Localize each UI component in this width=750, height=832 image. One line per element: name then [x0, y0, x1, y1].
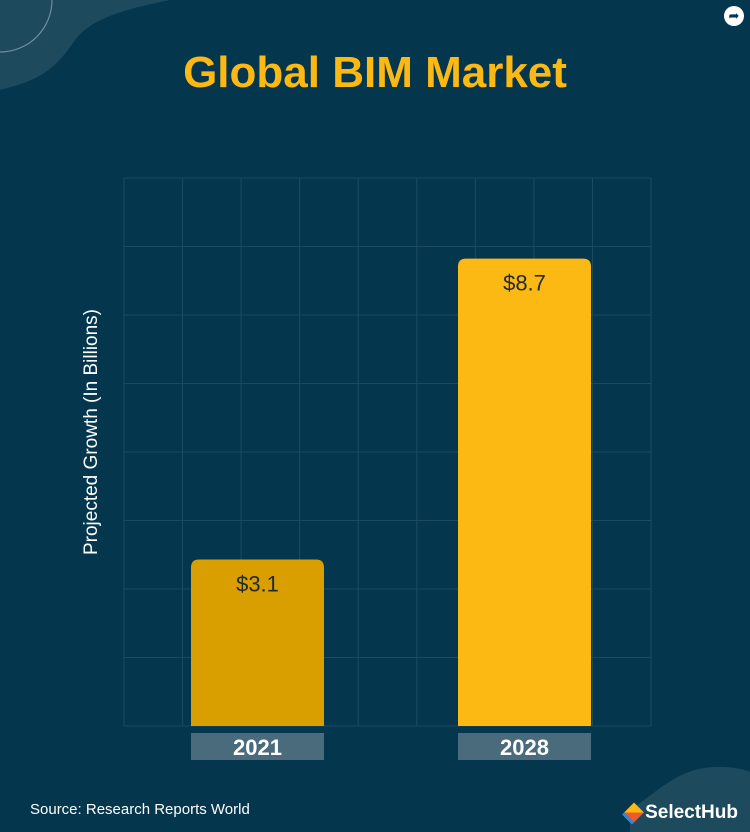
x-tick-label: 2028	[500, 735, 549, 760]
chart-title: Global BIM Market	[183, 48, 567, 97]
data-label: $3.1	[236, 571, 279, 596]
bar-2028	[458, 258, 591, 726]
source-text: Source: Research Reports World	[30, 801, 250, 818]
x-tick-label: 2021	[233, 735, 282, 760]
y-axis-label: Projected Growth (In Billions)	[81, 308, 102, 556]
selecthub-cube-icon	[622, 802, 645, 824]
x-tick-box	[191, 733, 324, 760]
share-icon[interactable]: ➦	[724, 6, 744, 26]
brand-logo: SelectHub	[622, 802, 738, 824]
data-label: $8.7	[503, 271, 546, 296]
x-tick-box	[458, 733, 591, 760]
brand-name: SelectHub	[645, 802, 738, 823]
bar-2021	[191, 559, 324, 726]
